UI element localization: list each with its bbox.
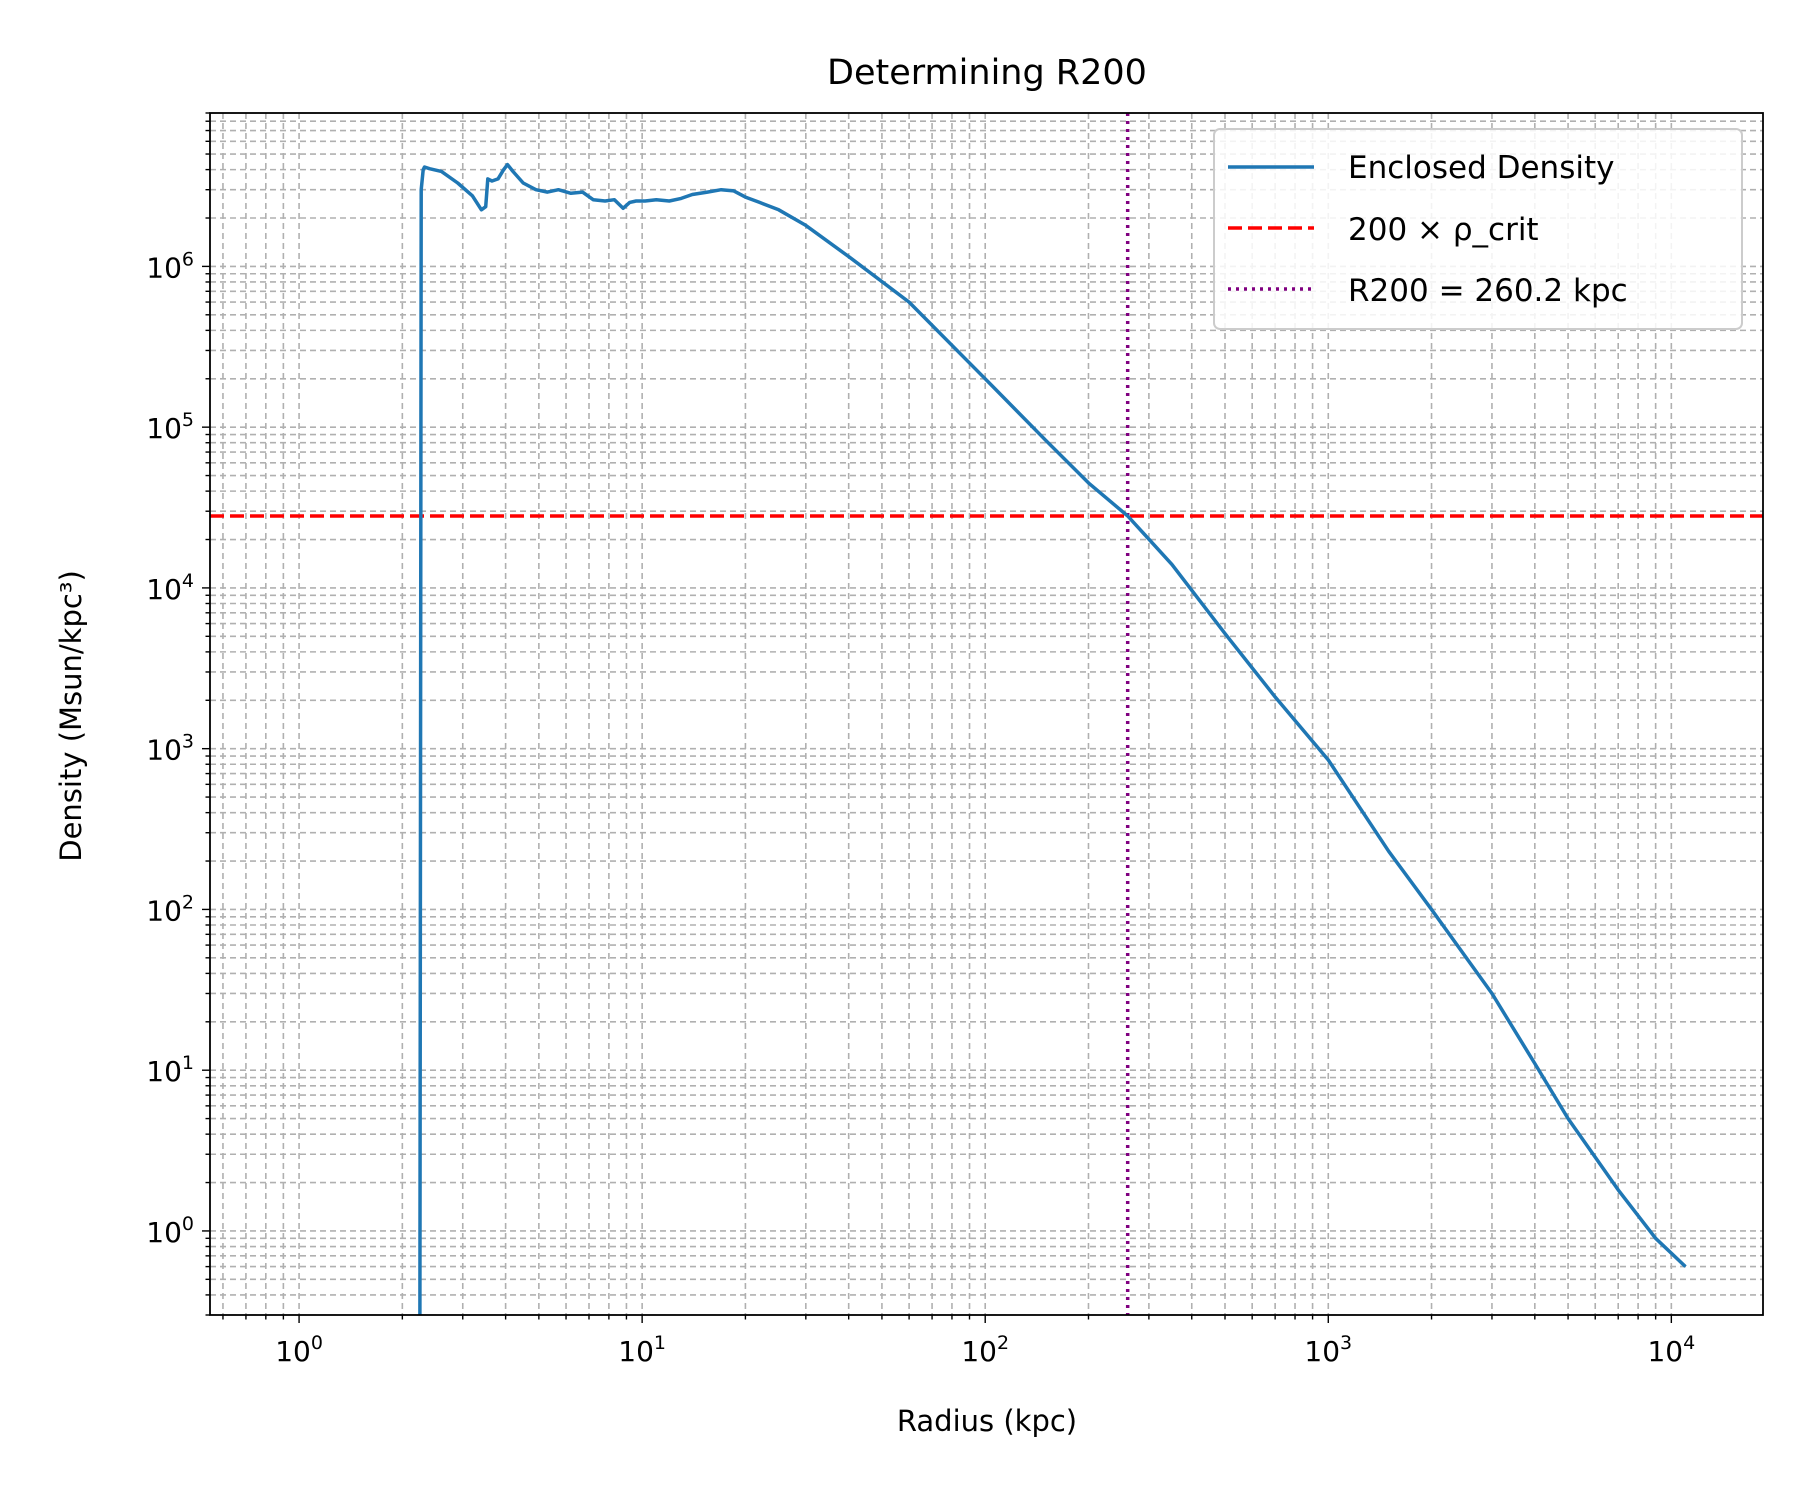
y-axis-title: Density (Msun/kpc³)	[54, 570, 88, 862]
legend: Enclosed Density 200 × ρ_crit R200 = 260…	[1213, 128, 1743, 330]
y-tick-label: 106	[146, 248, 194, 284]
legend-label-enclosed-density: Enclosed Density	[1348, 150, 1614, 186]
chart-title: Determining R200	[827, 53, 1147, 93]
y-tick-label: 104	[146, 570, 194, 606]
y-tick-label: 105	[146, 409, 194, 445]
x-tick-label: 101	[618, 1332, 666, 1368]
x-tick-label: 104	[1647, 1332, 1695, 1368]
series-line-enclosed-density	[418, 162, 1687, 1315]
x-tick-label: 102	[961, 1332, 1009, 1368]
legend-label-200-rho-crit: 200 × ρ_crit	[1348, 212, 1539, 248]
tick-layer: 100 101 102 103 104 100 101 102 103 104 105 106	[146, 112, 1695, 1368]
axes-frame	[209, 112, 1764, 1316]
legend-box	[1213, 128, 1743, 330]
legend-label-r200: R200 = 260.2 kpc	[1348, 273, 1628, 309]
y-tick-label: 100	[146, 1213, 194, 1249]
x-tick-label: 103	[1304, 1332, 1352, 1368]
y-tick-label: 103	[146, 731, 194, 767]
series-group	[210, 113, 1763, 1315]
x-tick-label: 100	[275, 1332, 323, 1368]
x-axis-title: Radius (kpc)	[897, 1404, 1077, 1438]
y-tick-label: 102	[146, 891, 194, 927]
y-tick-label: 101	[146, 1052, 194, 1088]
